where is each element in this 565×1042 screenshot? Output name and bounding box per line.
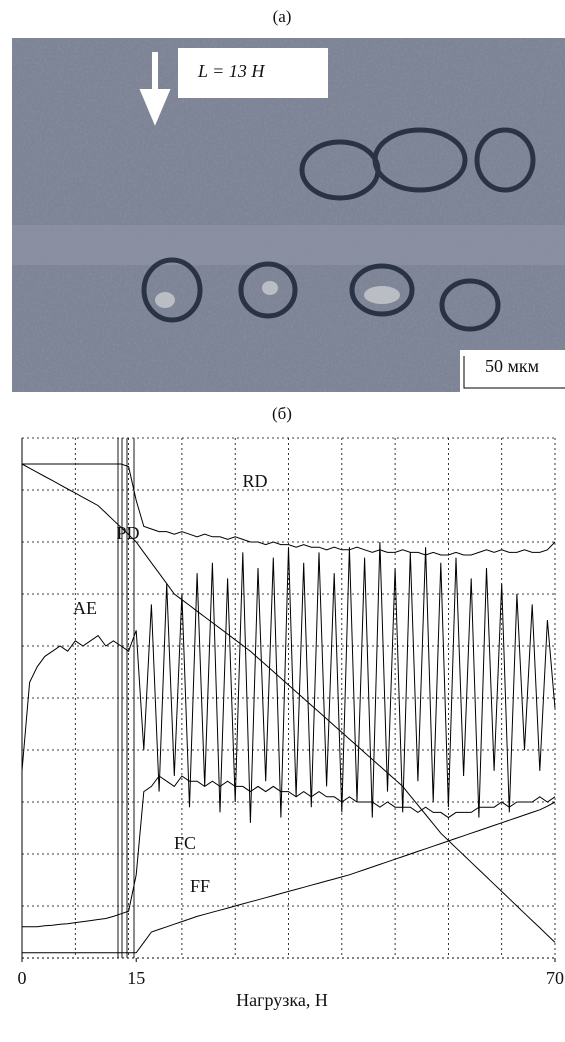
panel-label: (б) — [272, 404, 292, 423]
micrograph: L = 13 Н 50 мкм — [12, 38, 565, 392]
load-arrow — [139, 52, 171, 126]
series-label: FF — [190, 876, 210, 896]
series-line — [22, 775, 556, 928]
load-label: L = 13 Н — [197, 61, 265, 81]
x-tick-label: 70 — [546, 968, 564, 988]
plot-area: 0 15 70 RD PD AE FC FF — [18, 437, 564, 988]
panel-label: (a) — [273, 7, 292, 26]
scale-label: 50 мкм — [485, 356, 539, 376]
series-label: AE — [73, 598, 97, 618]
series-line — [22, 801, 556, 954]
series-label: PD — [116, 523, 139, 543]
series-line — [21, 463, 556, 943]
series-line — [21, 541, 556, 823]
series-label: RD — [242, 471, 267, 491]
x-axis-label: Нагрузка, Н — [236, 990, 328, 1010]
series-line — [22, 463, 556, 556]
scale-bar — [463, 356, 565, 389]
series-label: FC — [174, 833, 196, 853]
x-tick-label: 0 — [18, 968, 27, 988]
x-tick-label: 15 — [127, 968, 145, 988]
scale-box — [460, 350, 565, 392]
load-label-box — [178, 48, 328, 98]
